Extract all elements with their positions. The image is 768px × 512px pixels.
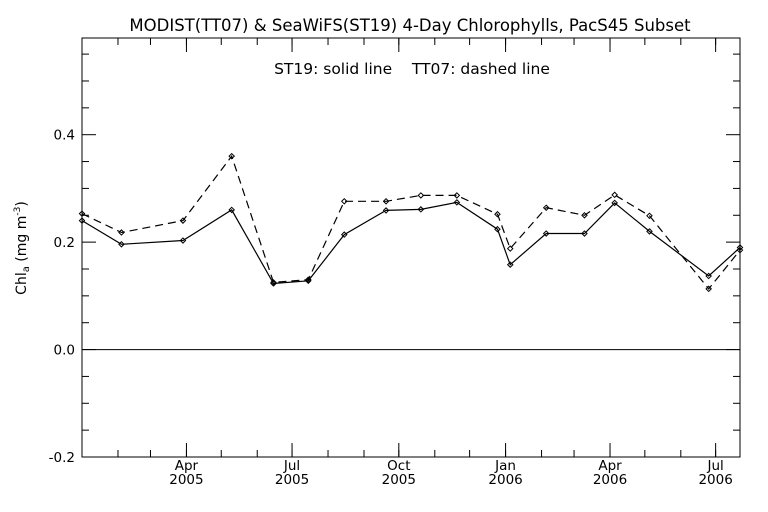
y-label-main: Chl (14, 272, 30, 295)
chart-title: MODIST(TT07) & SeaWiFS(ST19) 4-Day Chlor… (129, 16, 691, 35)
dashed-series-point (611, 191, 618, 199)
solid-series-point (179, 237, 187, 244)
series-layer (78, 152, 744, 293)
plot-frame (81, 37, 741, 458)
solid-series-point (78, 217, 86, 224)
dashed-series-point (494, 210, 501, 218)
x-tick-year-label: 2005 (169, 472, 203, 488)
x-tick-year-label: 2005 (275, 472, 309, 488)
solid-series-point (228, 206, 236, 214)
dashed-series-point (304, 276, 312, 284)
dashed-series-point (382, 197, 390, 205)
solid-series-point (736, 244, 744, 251)
dashed-series-point (340, 197, 348, 205)
x-tick-month-label: Jul (706, 458, 723, 474)
x-tick-year-label: 2005 (382, 472, 416, 488)
x-tick-year-label: 2006 (698, 472, 732, 488)
dashed-series-point (228, 152, 236, 160)
solid-series-point (646, 228, 653, 235)
solid-series-point (340, 231, 348, 238)
solid-series-point (453, 199, 461, 206)
x-tick-month-label: Oct (387, 458, 410, 474)
dashed-series-point (270, 279, 277, 286)
y-axis: -0.2 0.0 0.2 0.4 (49, 53, 740, 466)
solid-series-line (81, 201, 741, 285)
y-label-unit: (mg m (14, 216, 30, 267)
y-tick-label: 0.0 (54, 343, 75, 359)
dashed-series-point (118, 229, 125, 236)
y-tick-label: 0.4 (54, 128, 75, 144)
x-tick-year-label: 2006 (488, 472, 522, 488)
solid-series-point (118, 240, 125, 248)
x-tick-month-label: Jan (494, 458, 516, 474)
dashed-series-point (506, 245, 514, 252)
solid-series-point (542, 230, 550, 237)
dashed-series-point (417, 192, 425, 199)
series-legend-annotation: ST19: solid line TT07: dashed line (274, 60, 550, 78)
solid-series-point (611, 199, 618, 207)
dashed-series-point (179, 217, 187, 224)
y-axis-label: Chla (mg m-3) (13, 201, 32, 295)
dashed-series-point (736, 246, 744, 254)
solid-series-point (705, 272, 712, 280)
y-label-subscript: a (21, 266, 32, 272)
x-tick-year-label: 2006 (593, 472, 627, 488)
dashed-series-point (542, 204, 550, 212)
dashed-series-point (646, 212, 653, 220)
solid-series-point (494, 225, 501, 233)
x-tick-month-label: Apr (175, 458, 199, 474)
solid-series-point (506, 261, 514, 268)
dashed-series-point (453, 192, 461, 199)
x-axis: Apr2005Jul2005Oct2005Jan2006Apr2006Jul20… (81, 38, 733, 488)
y-label-superscript: -3 (13, 207, 23, 216)
y-tick-label: -0.2 (49, 450, 75, 466)
dashed-series-point (581, 211, 588, 219)
dashed-series-point (705, 285, 712, 293)
solid-series-point (581, 230, 588, 237)
solid-series-point (382, 207, 390, 214)
dashed-series-point (78, 210, 86, 217)
dashed-series-line (81, 154, 741, 290)
solid-series-point (417, 206, 425, 213)
y-label-unit-close: ) (14, 201, 30, 206)
x-tick-month-label: Apr (598, 458, 622, 474)
y-tick-label: 0.2 (54, 235, 75, 251)
x-tick-month-label: Jul (283, 458, 300, 474)
